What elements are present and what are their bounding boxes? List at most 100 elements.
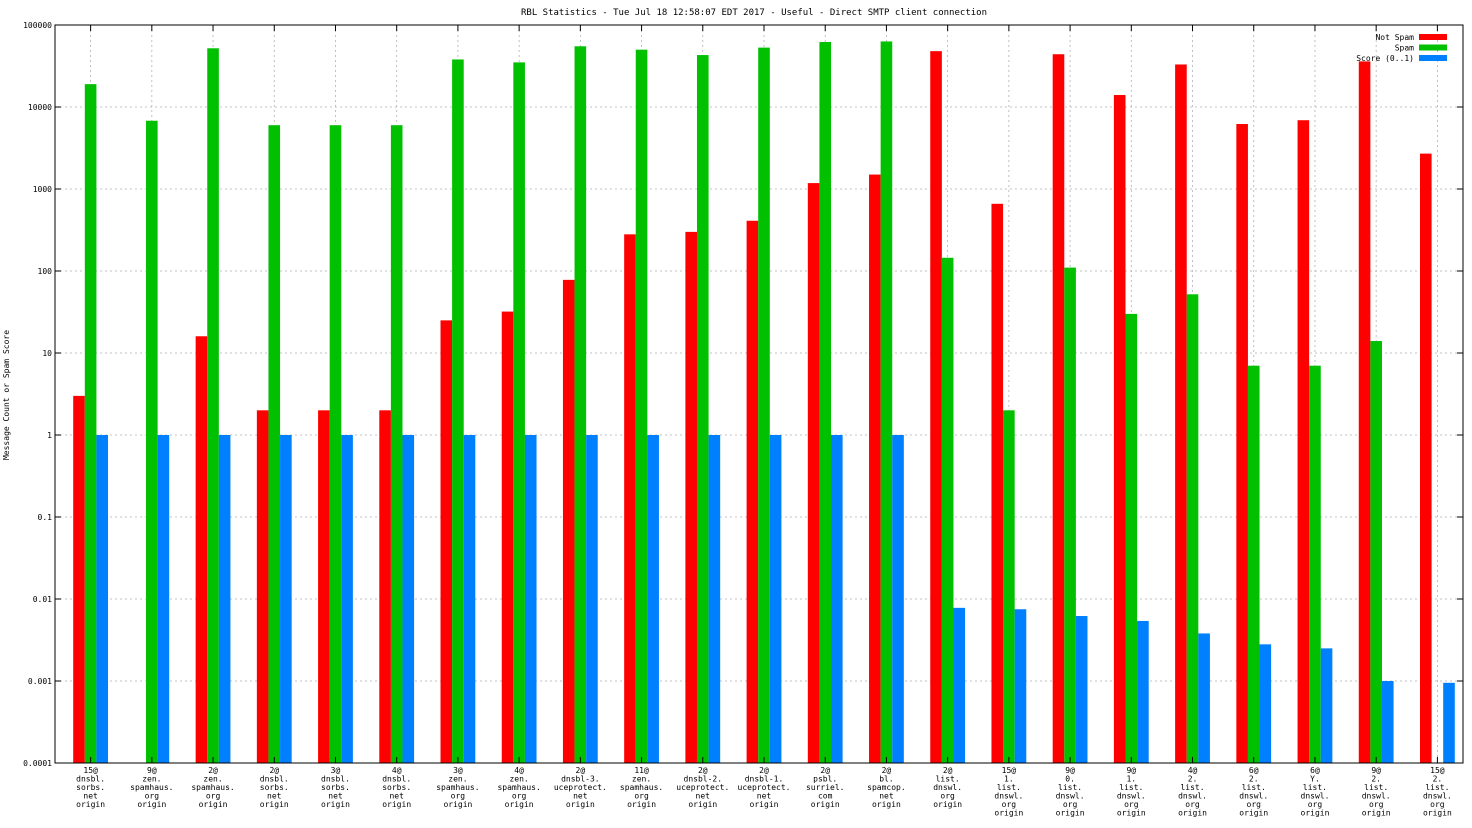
bar-spam: [1064, 268, 1076, 763]
bar-score-0-1: [280, 435, 292, 763]
x-tick-label: 2@ dnsbl-1. uceprotect. net origin: [738, 766, 791, 809]
x-tick-label: 9@ 0. list. dnswl. org origin: [1056, 766, 1085, 818]
bar-spam: [881, 41, 893, 763]
bar-spam: [942, 258, 954, 763]
x-tick-label: 15@ 1. list. dnswl. org origin: [994, 766, 1023, 818]
y-tick-label: 100: [38, 267, 53, 276]
legend-swatch: [1419, 55, 1447, 61]
bar-not-spam: [318, 410, 330, 763]
bar-score-0-1: [219, 435, 231, 763]
bar-spam: [513, 62, 525, 763]
x-tick-label: 9@ zen. spamhaus. org origin: [130, 766, 173, 809]
bar-not-spam: [1053, 54, 1065, 763]
bar-spam: [697, 55, 709, 763]
bar-spam: [1248, 366, 1260, 763]
y-tick-label: 0.01: [33, 595, 52, 604]
bar-spam: [452, 59, 464, 763]
bar-not-spam: [1236, 124, 1248, 763]
y-tick-label: 1: [47, 431, 52, 440]
bar-score-0-1: [464, 435, 476, 763]
x-tick-label: 2@ dnsbl-3. uceprotect. net origin: [554, 766, 607, 809]
bar-score-0-1: [1382, 681, 1394, 763]
bar-score-0-1: [709, 435, 721, 763]
bars-group: [73, 41, 1455, 763]
bar-not-spam: [1359, 61, 1371, 763]
bar-score-0-1: [96, 435, 108, 763]
bar-spam: [819, 42, 831, 763]
bar-not-spam: [747, 221, 759, 763]
x-tick-label: 2@ dnsbl. sorbs. net origin: [260, 766, 289, 809]
x-tick-label: 2@ zen. spamhaus. org origin: [191, 766, 234, 809]
bar-score-0-1: [402, 435, 414, 763]
bar-not-spam: [379, 410, 391, 763]
bar-not-spam: [1420, 154, 1432, 763]
bar-spam: [330, 125, 342, 763]
y-tick-label: 1000: [33, 185, 52, 194]
bar-not-spam: [1114, 95, 1126, 763]
bar-not-spam: [441, 320, 453, 763]
x-tick-label: 15@ 2. list. dnswl. org origin: [1423, 766, 1452, 818]
legend-label: Not Spam: [1375, 33, 1414, 42]
x-tick-label: 6@ Y. list. dnswl. org origin: [1301, 766, 1330, 818]
y-tick-label: 10: [42, 349, 52, 358]
bar-not-spam: [869, 175, 881, 763]
x-tick-label: 2@ list. dnswl. org origin: [933, 766, 962, 809]
bar-spam: [758, 48, 770, 763]
x-tick-label: 15@ dnsbl. sorbs. net origin: [76, 766, 105, 809]
x-tick-label: 3@ dnsbl. sorbs. net origin: [321, 766, 350, 809]
y-tick-label: 0.001: [28, 677, 52, 686]
bar-not-spam: [196, 336, 208, 763]
bar-score-0-1: [770, 435, 782, 763]
x-tick-label: 4@ dnsbl. sorbs. net origin: [382, 766, 411, 809]
bar-score-0-1: [1321, 648, 1333, 763]
x-tick-label: 3@ zen. spamhaus. org origin: [436, 766, 479, 809]
bar-not-spam: [502, 312, 514, 763]
y-tick-label: 10000: [28, 103, 52, 112]
y-tick-label: 0.1: [38, 513, 53, 522]
y-tick-label: 0.0001: [23, 759, 52, 768]
legend-swatch: [1419, 45, 1447, 51]
legend-label: Spam: [1395, 44, 1414, 53]
bar-score-0-1: [1198, 633, 1210, 763]
bar-spam: [1309, 366, 1321, 763]
bar-not-spam: [624, 234, 636, 763]
bar-not-spam: [1175, 64, 1187, 763]
bar-spam: [85, 84, 97, 763]
bar-spam: [1003, 410, 1015, 763]
y-tick-label: 100000: [23, 21, 52, 30]
bar-not-spam: [930, 51, 942, 763]
x-tick-label: 11@ zen. spamhaus. org origin: [620, 766, 663, 809]
bar-spam: [636, 50, 648, 763]
bar-score-0-1: [586, 435, 598, 763]
bar-spam: [1187, 294, 1199, 763]
bar-score-0-1: [341, 435, 353, 763]
bar-not-spam: [563, 280, 575, 763]
x-tick-label: 2@ bl. spamcop. net origin: [867, 766, 906, 809]
x-tick-label: 6@ 2. list. dnswl. org origin: [1239, 766, 1268, 818]
bar-spam: [207, 48, 219, 763]
bar-score-0-1: [1443, 683, 1455, 763]
x-tick-label: 4@ zen. spamhaus. org origin: [497, 766, 540, 809]
bar-score-0-1: [1260, 644, 1272, 763]
x-tick-label: 2@ dnsbl-2. uceprotect. net origin: [676, 766, 729, 809]
bar-spam: [1126, 314, 1138, 763]
y-axis-label: Message Count or Spam Score: [2, 330, 11, 460]
bar-score-0-1: [1015, 609, 1027, 763]
bar-score-0-1: [525, 435, 537, 763]
chart-title: RBL Statistics - Tue Jul 18 12:58:07 EDT…: [521, 8, 987, 18]
bar-score-0-1: [158, 435, 170, 763]
bar-score-0-1: [892, 435, 904, 763]
bar-score-0-1: [1137, 621, 1149, 763]
x-tick-label: 9@ 1. list. dnswl. org origin: [1117, 766, 1146, 818]
bar-not-spam: [257, 410, 269, 763]
bar-spam: [146, 121, 158, 763]
legend-swatch: [1419, 34, 1447, 40]
bar-not-spam: [1298, 120, 1310, 763]
bar-score-0-1: [953, 608, 965, 763]
bar-score-0-1: [1076, 616, 1088, 763]
bar-spam: [575, 46, 587, 763]
x-tick-label: 2@ psbl. surriel. com origin: [806, 766, 845, 809]
bar-score-0-1: [647, 435, 659, 763]
